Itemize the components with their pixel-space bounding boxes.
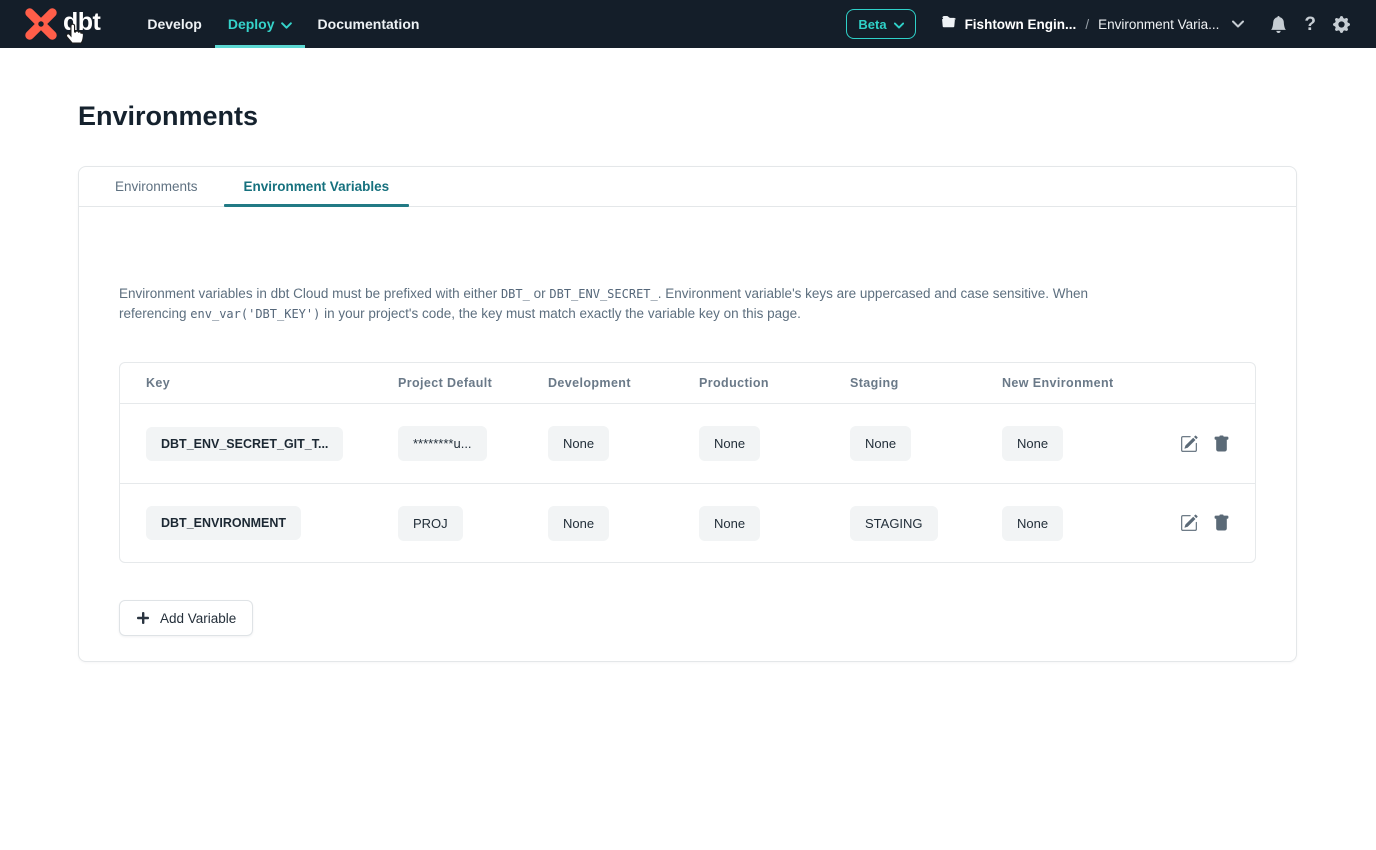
code-dbt-prefix: DBT_ <box>500 287 530 301</box>
nav-item-documentation[interactable]: Documentation <box>317 16 420 32</box>
gear-icon[interactable] <box>1333 15 1350 33</box>
env-var-description: Environment variables in dbt Cloud must … <box>119 286 1089 321</box>
col-header-production: Production <box>699 376 769 390</box>
code-dbt-env-secret-prefix: DBT_ENV_SECRET_ <box>549 287 658 301</box>
development-value-pill: None <box>548 426 610 461</box>
row-actions <box>1180 514 1230 532</box>
env-var-key-pill: DBT_ENV_SECRET_GIT_T... <box>146 426 344 461</box>
tab-bar: Environments Environment Variables <box>79 167 1296 207</box>
trash-icon[interactable] <box>1213 435 1230 453</box>
main-content: Environments Environments Environment Va… <box>0 101 1376 662</box>
breadcrumb: Fishtown Engin... / Environment Varia... <box>940 15 1245 33</box>
trash-icon[interactable] <box>1213 514 1230 532</box>
breadcrumb-separator: / <box>1085 16 1090 32</box>
table-row: DBT_ENVIRONMENT PROJ None None STAGING N… <box>120 483 1255 562</box>
nav-item-develop[interactable]: Develop <box>147 16 202 32</box>
beta-dropdown[interactable]: Beta <box>846 9 916 39</box>
bell-icon[interactable] <box>1270 15 1287 33</box>
env-var-key-pill: DBT_ENVIRONMENT <box>146 506 302 540</box>
page-title: Environments <box>78 101 259 131</box>
staging-value-pill: None <box>850 426 912 461</box>
chevron-down-icon[interactable] <box>1232 20 1245 28</box>
col-header-project-default: Project Default <box>398 376 493 390</box>
nav-item-deploy[interactable]: Deploy <box>214 0 305 48</box>
help-icon[interactable]: ? <box>1304 13 1316 35</box>
navbar-icon-group: ? <box>1270 15 1350 34</box>
edit-icon[interactable] <box>1180 435 1198 453</box>
dbt-logo-mark-icon <box>24 7 58 41</box>
plus-icon <box>136 611 150 625</box>
tab-environment-variables[interactable]: Environment Variables <box>223 167 410 207</box>
tab-environments[interactable]: Environments <box>115 179 198 194</box>
table-row: DBT_ENV_SECRET_GIT_T... ********u... Non… <box>120 404 1255 483</box>
environments-card: Environments Environment Variables Envir… <box>78 166 1297 662</box>
chevron-down-icon <box>893 17 904 32</box>
col-header-staging: Staging <box>850 376 899 390</box>
col-header-key: Key <box>146 376 171 390</box>
primary-nav: Develop Deploy Documentation <box>134 0 432 48</box>
staging-value-pill: STAGING <box>850 505 938 541</box>
dbt-logo[interactable]: dbt <box>24 7 101 41</box>
top-navbar: dbt Develop Deploy Documentation Beta <box>0 0 1376 48</box>
row-actions <box>1180 435 1230 453</box>
new-environment-value-pill: None <box>1002 426 1064 461</box>
development-value-pill: None <box>548 505 610 541</box>
production-value-pill: None <box>699 505 761 541</box>
folder-icon <box>940 15 957 33</box>
table-header-row: Key Project Default Development Producti… <box>120 363 1255 404</box>
add-variable-button[interactable]: Add Variable <box>119 600 254 636</box>
col-header-development: Development <box>548 376 631 390</box>
production-value-pill: None <box>699 426 761 461</box>
new-environment-value-pill: None <box>1002 505 1064 541</box>
brand-name: dbt <box>63 7 101 36</box>
col-header-new-environment: New Environment <box>1002 376 1114 390</box>
env-variables-table: Key Project Default Development Producti… <box>119 362 1256 563</box>
project-default-pill: ********u... <box>398 426 487 461</box>
project-default-pill: PROJ <box>398 505 463 541</box>
code-env-var-call: env_var('DBT_KEY') <box>190 307 321 321</box>
breadcrumb-project[interactable]: Fishtown Engin... <box>940 15 1076 33</box>
breadcrumb-page[interactable]: Environment Varia... <box>1098 16 1220 32</box>
chevron-down-icon <box>280 16 292 32</box>
edit-icon[interactable] <box>1180 514 1198 532</box>
